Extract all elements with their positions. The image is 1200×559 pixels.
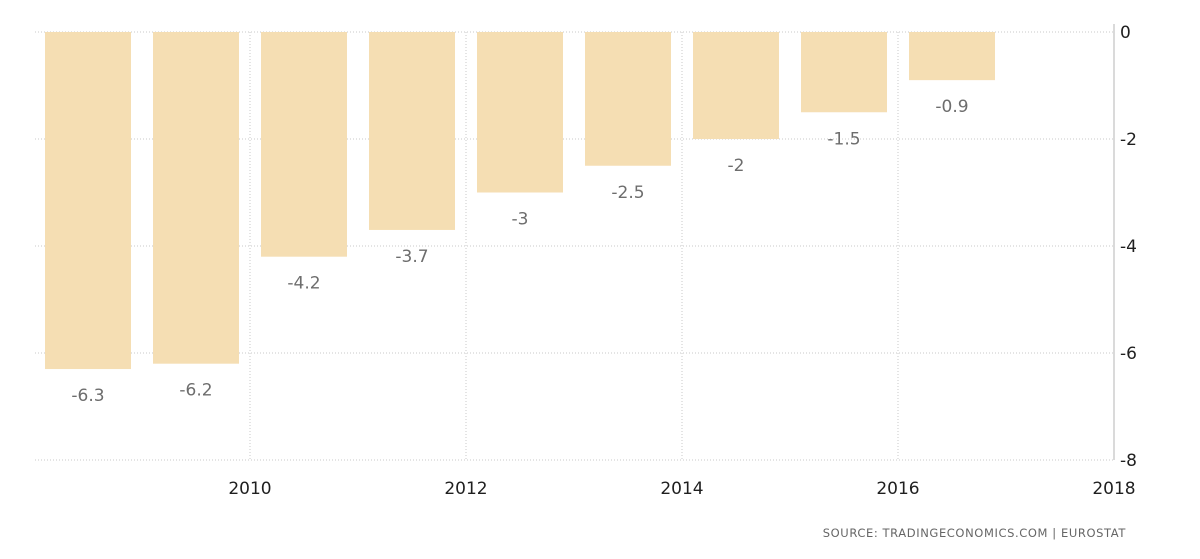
x-tick-label: 2018 [1092, 479, 1135, 499]
data-label-2012: -3.7 [395, 247, 428, 267]
x-tick-label: 2016 [876, 479, 919, 499]
bar-2017 [909, 32, 995, 81]
bar-2016 [801, 32, 887, 113]
bar-2014 [585, 32, 671, 166]
data-label-2014: -2.5 [611, 183, 644, 203]
grid-layer [35, 24, 1115, 461]
data-label-2010: -6.2 [179, 381, 212, 401]
data-label-2009: -6.3 [71, 386, 104, 406]
y-tick-label: 0 [1120, 23, 1131, 43]
source-note: SOURCE: TRADINGECONOMICS.COM | EUROSTAT [822, 526, 1126, 540]
bar-2013 [477, 32, 563, 193]
y-tick-label: -2 [1120, 130, 1137, 150]
y-tick-label: -8 [1120, 451, 1137, 471]
bar-2012 [369, 32, 455, 230]
data-labels-layer: -6.3 -6.2 -4.2 -3.7 -3 -2.5 -2 -1.5 -0.9 [71, 97, 968, 406]
bar-2010 [153, 32, 239, 364]
bar-2011 [261, 32, 347, 257]
y-tick-label: -4 [1120, 237, 1137, 257]
x-tick-label: 2010 [228, 479, 271, 499]
bar-2015 [693, 32, 779, 139]
bars-layer [45, 32, 995, 370]
data-label-2016: -1.5 [827, 129, 860, 149]
bar-2009 [45, 32, 131, 370]
data-label-2015: -2 [728, 156, 745, 176]
y-tick-label: -6 [1120, 344, 1137, 364]
data-label-2011: -4.2 [287, 274, 320, 294]
data-label-2017: -0.9 [935, 97, 968, 117]
x-tick-label: 2014 [660, 479, 703, 499]
x-tick-label: 2012 [444, 479, 487, 499]
tick-labels-layer: 0 -2 -4 -6 -8 2010 2012 2014 2016 2018 [228, 23, 1137, 499]
data-label-2013: -3 [512, 210, 529, 230]
